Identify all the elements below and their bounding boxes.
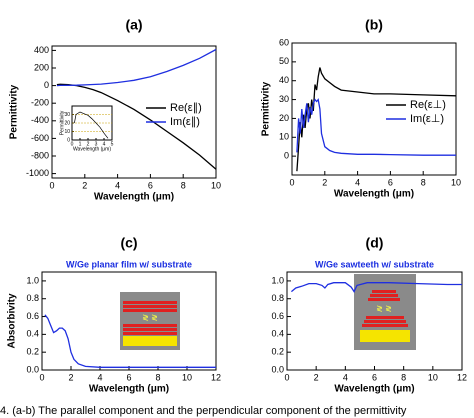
x-tick-label: 10 — [182, 372, 192, 382]
x-tick-label: 6 — [388, 177, 393, 187]
x-tick-label: 10 — [428, 372, 438, 382]
y-tick-label: 0.4 — [271, 329, 284, 339]
series-line — [56, 48, 217, 87]
x-tick-label: 4 — [343, 372, 348, 382]
subtitle: W/Ge sawteeth w/ substrate — [315, 259, 434, 269]
panel-title: (b) — [365, 17, 383, 33]
series-line — [296, 98, 456, 156]
y-axis-label: Permittivity — [9, 84, 20, 139]
y-tick-label: -200 — [31, 98, 49, 108]
x-tick-label: 8 — [155, 372, 160, 382]
x-tick-label: 8 — [421, 177, 426, 187]
x-tick-label: 10 — [451, 177, 461, 187]
y-tick-label: 0 — [44, 80, 49, 90]
x-tick-label: 10 — [211, 180, 221, 190]
x-tick-label: 0 — [289, 177, 294, 187]
y-tick-label: 20 — [279, 113, 289, 123]
x-tick-label: 4 — [355, 177, 360, 187]
x-tick-label: 6 — [148, 180, 153, 190]
panel-title: (c) — [120, 235, 137, 251]
series-line — [74, 111, 109, 139]
y-tick-label: 30 — [64, 112, 70, 118]
x-tick-label: 2 — [314, 372, 319, 382]
y-tick-label: -800 — [31, 150, 49, 160]
legend-label: Im(ε∥) — [170, 116, 200, 128]
y-tick-label: 40 — [279, 75, 289, 85]
x-tick-label: 3 — [95, 141, 98, 147]
y-tick-label: 0.8 — [271, 293, 284, 303]
x-tick-label: 6 — [126, 372, 131, 382]
x-axis-label: Wavelength (μm) — [89, 384, 169, 395]
y-tick-label: 50 — [279, 56, 289, 66]
x-tick-label: 1 — [79, 141, 82, 147]
y-tick-label: 10 — [279, 132, 289, 142]
series-line — [296, 67, 457, 172]
x-tick-label: 4 — [97, 372, 102, 382]
y-tick-label: 0.2 — [26, 347, 39, 357]
plot-frame — [51, 45, 217, 179]
y-tick-label: 0.0 — [271, 364, 284, 374]
y-tick-label: 20 — [64, 120, 70, 126]
y-tick-label: 0.8 — [26, 293, 39, 303]
plot-frame — [291, 42, 457, 176]
y-tick-label: 0.6 — [26, 311, 39, 321]
y-tick-label: 1.0 — [26, 275, 39, 285]
series-line — [290, 282, 462, 293]
x-tick-label: 4 — [115, 180, 120, 190]
x-axis-label: Wavelength (μm) — [334, 189, 414, 200]
panel-title: (d) — [366, 235, 384, 251]
x-tick-label: 4 — [103, 141, 106, 147]
y-axis-label: Permittivity — [261, 81, 272, 136]
y-tick-label: 30 — [279, 94, 289, 104]
y-tick-label: 0 — [67, 137, 70, 143]
x-tick-label: 0 — [71, 141, 74, 147]
y-tick-label: 1.0 — [271, 275, 284, 285]
x-tick-label: 2 — [322, 177, 327, 187]
y-tick-label: -600 — [31, 133, 49, 143]
x-tick-label: 0 — [49, 180, 54, 190]
x-tick-label: 2 — [82, 180, 87, 190]
y-axis-label: Permittivity — [59, 110, 65, 135]
panel-title: (a) — [125, 17, 142, 33]
x-tick-label: 6 — [372, 372, 377, 382]
y-tick-label: 0.4 — [26, 329, 39, 339]
x-tick-label: 8 — [181, 180, 186, 190]
x-tick-label: 2 — [68, 372, 73, 382]
x-tick-label: 2 — [87, 141, 90, 147]
schematic-d: ≷ ≷ — [354, 274, 416, 350]
x-tick-label: 8 — [401, 372, 406, 382]
schematic-c: ≷ ≷ — [120, 292, 180, 350]
x-axis-label: Wavelength (μm) — [334, 384, 414, 395]
y-tick-label: 60 — [279, 37, 289, 47]
x-tick-label: 12 — [457, 372, 467, 382]
y-tick-label: 0.6 — [271, 311, 284, 321]
x-tick-label: 5 — [111, 141, 114, 147]
legend-label: Im(ε⊥) — [410, 113, 444, 125]
x-axis-label: Wavelength (μm) — [73, 146, 111, 152]
legend-label: Re(ε∥) — [170, 102, 202, 114]
svg-text:≷ ≷: ≷ ≷ — [142, 313, 158, 322]
x-tick-label: 0 — [39, 372, 44, 382]
legend-label: Re(ε⊥) — [410, 99, 446, 111]
y-tick-label: 200 — [34, 62, 49, 72]
y-tick-label: 0.0 — [26, 364, 39, 374]
y-tick-label: 400 — [34, 45, 49, 55]
y-tick-label: 0 — [284, 151, 289, 161]
y-tick-label: -1000 — [26, 168, 49, 178]
caption: 4. (a-b) The parallel component and the … — [0, 405, 407, 417]
y-tick-label: -400 — [31, 115, 49, 125]
x-tick-label: 0 — [284, 372, 289, 382]
subtitle: W/Ge planar film w/ substrate — [66, 259, 192, 269]
y-tick-label: 10 — [64, 129, 70, 135]
y-tick-label: 0.2 — [271, 347, 284, 357]
y-axis-label: Absorbivity — [7, 293, 18, 348]
series-line — [44, 314, 216, 368]
x-axis-label: Wavelength (μm) — [94, 192, 174, 203]
svg-text:≷ ≷: ≷ ≷ — [376, 304, 392, 313]
x-tick-label: 12 — [211, 372, 221, 382]
